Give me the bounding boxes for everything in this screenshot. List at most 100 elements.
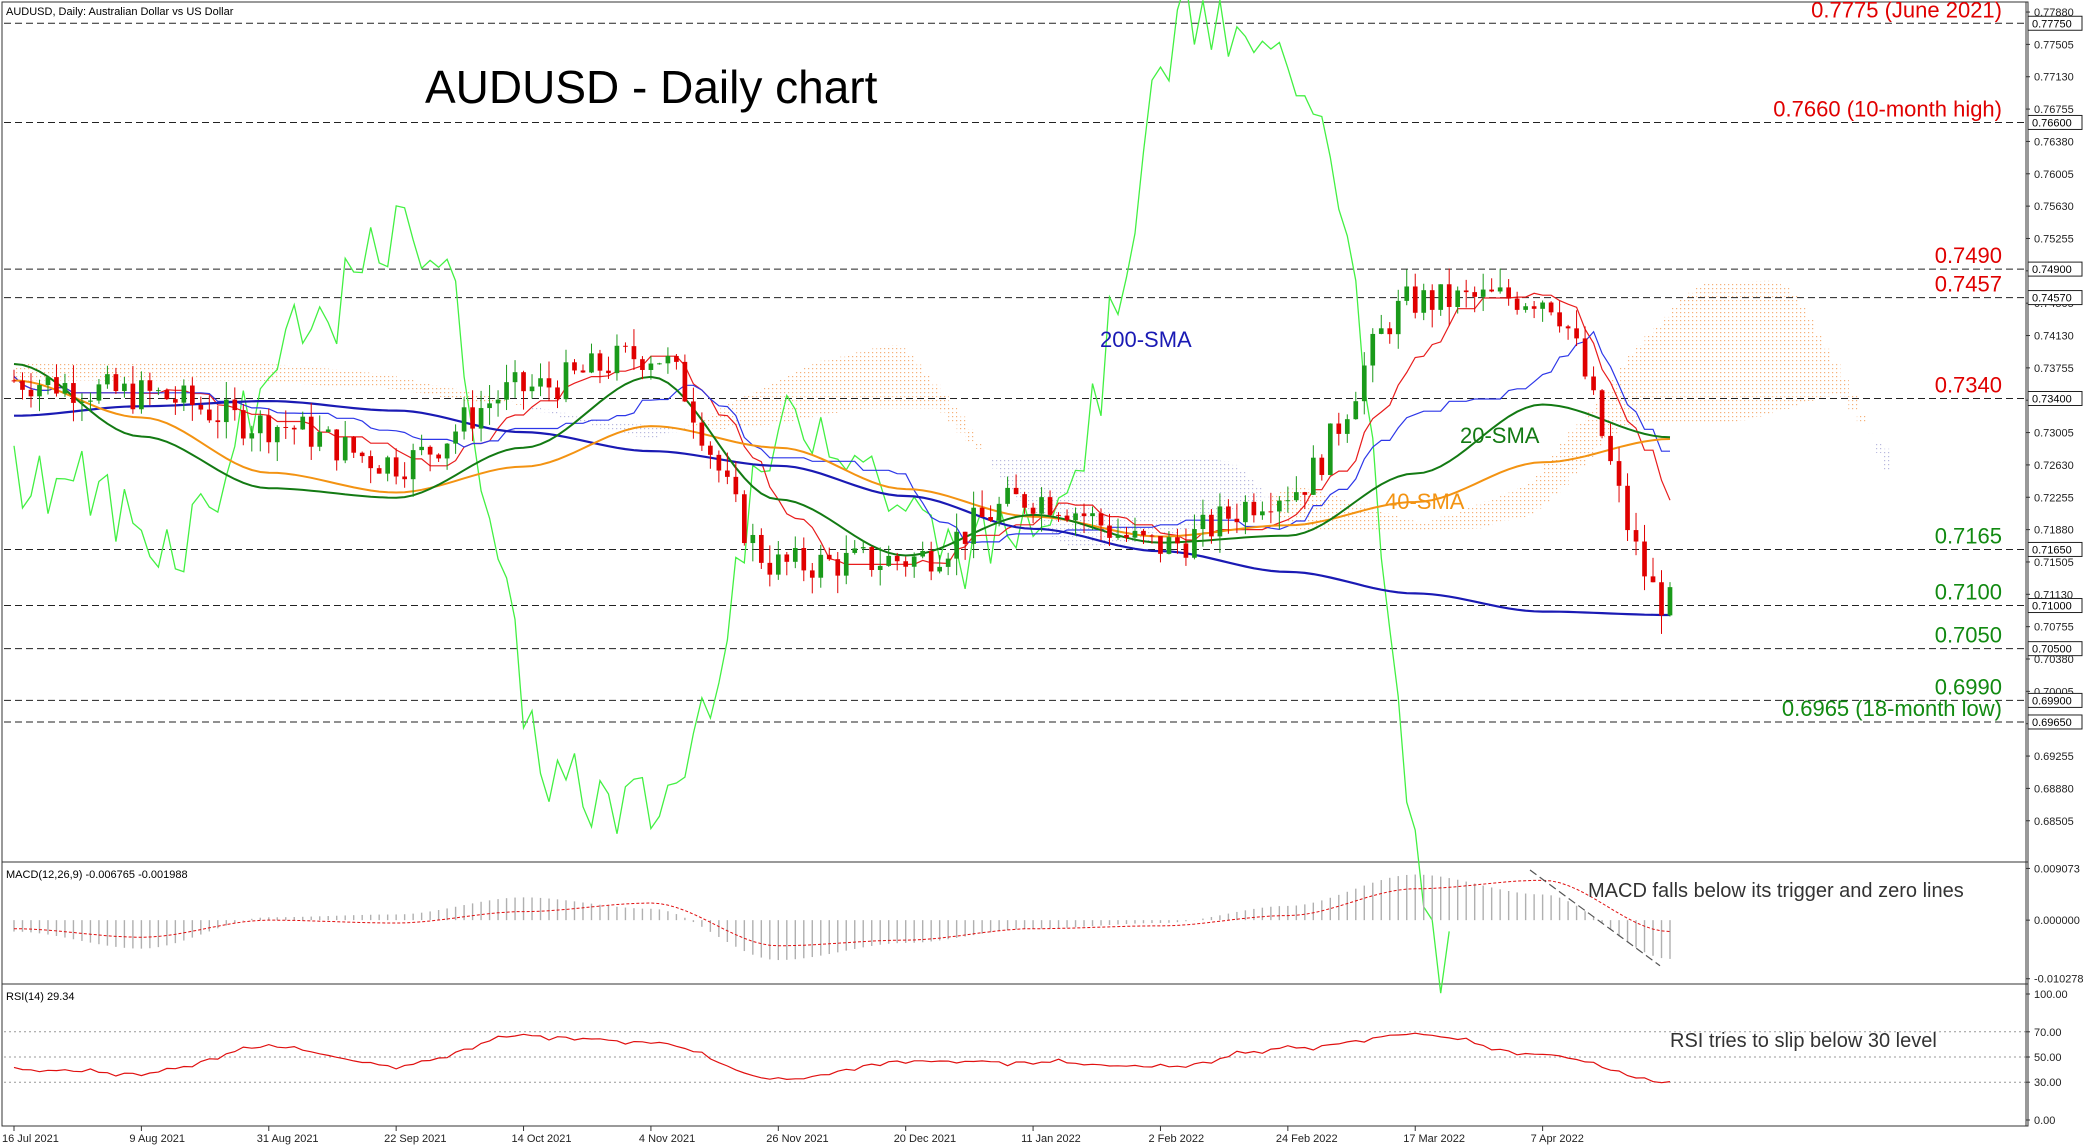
candle-body: [1523, 306, 1528, 310]
rsi-tick-label: 70.00: [2034, 1027, 2062, 1039]
cloud-segment: [64, 363, 74, 381]
candle-body: [1633, 530, 1639, 542]
kijun-line: [13, 330, 1670, 544]
cloud-segment: [684, 424, 694, 428]
cloud-segment: [1831, 364, 1841, 396]
candle-body: [173, 399, 178, 403]
candle-body: [240, 410, 246, 439]
level-label: 0.7340: [1935, 372, 2002, 397]
macd-tick-label: 0.009073: [2034, 863, 2080, 875]
cloud-segment: [566, 414, 575, 420]
cloud-segment: [379, 374, 389, 389]
cloud-segment: [132, 363, 142, 381]
candle-body: [1268, 511, 1274, 513]
cloud-segment: [1491, 497, 1501, 524]
cloud-segment: [778, 378, 788, 423]
candle-body: [597, 353, 603, 371]
cloud-segment: [1067, 459, 1077, 547]
cloud-segment: [888, 345, 898, 409]
cloud-segment: [226, 363, 236, 381]
cloud-segment: [362, 372, 372, 388]
cloud-segment: [472, 393, 482, 402]
candle-body: [113, 374, 119, 392]
candle-body: [1277, 500, 1282, 512]
cloud-segment: [820, 360, 830, 415]
cloud-segment: [370, 373, 380, 388]
cloud-segment: [1797, 306, 1807, 404]
cloud-segment: [464, 392, 474, 401]
cloud-segment: [1703, 283, 1713, 423]
cloud-segment: [1500, 494, 1510, 521]
y-tick-label: 0.73005: [2034, 428, 2074, 440]
cloud-segment: [1398, 517, 1408, 531]
candle-body: [674, 355, 679, 362]
candle-body: [606, 370, 611, 374]
cloud-segment: [973, 442, 983, 449]
cloud-segment: [1016, 459, 1026, 501]
cloud-segment: [1304, 488, 1314, 532]
candle-body: [852, 548, 858, 553]
level-label: 0.7660 (10-month high): [1773, 96, 2002, 121]
cloud-segment: [897, 348, 907, 409]
candle-body: [62, 383, 68, 394]
candle-body: [691, 401, 696, 423]
cloud-segment: [438, 386, 448, 398]
candle-body: [640, 359, 645, 370]
cloud-segment: [175, 363, 185, 381]
candle-body: [1327, 423, 1333, 475]
candle-body: [453, 431, 458, 444]
macd-tick-label: -0.010278: [2034, 974, 2084, 986]
cloud-segment: [1270, 494, 1280, 508]
cloud-segment: [1364, 507, 1374, 532]
candle-body: [979, 507, 985, 518]
y-tick-label: 0.68880: [2034, 783, 2074, 795]
candle-body: [1565, 326, 1571, 329]
cloud-segment: [1007, 459, 1017, 490]
cloud-segment: [1084, 459, 1094, 546]
candle-body: [283, 426, 289, 428]
x-tick-label: 17 Mar 2022: [1403, 1133, 1465, 1145]
ichimoku-cloud: [14, 280, 1892, 547]
candle-body: [317, 431, 323, 447]
cloud-segment: [863, 350, 873, 409]
candle-body: [1531, 306, 1537, 309]
candle-body: [1285, 500, 1291, 502]
cloud-segment: [1483, 501, 1493, 527]
cloud-segment: [1754, 281, 1764, 417]
candle-body: [1421, 290, 1427, 313]
candle-body: [1294, 492, 1299, 501]
candle-body: [122, 383, 127, 392]
y-tick-label: 0.76380: [2034, 136, 2074, 148]
cloud-segment: [209, 363, 219, 381]
cloud-segment: [115, 363, 125, 381]
candle-body: [325, 429, 331, 432]
candle-body: [733, 476, 739, 495]
cloud-segment: [1185, 459, 1195, 529]
candle-body: [1013, 487, 1019, 495]
price-tag-box: [2027, 692, 2083, 708]
price-tag-box: [2027, 598, 2083, 614]
cloud-segment: [515, 403, 525, 405]
cloud-segment: [599, 421, 609, 429]
cloud-segment: [413, 381, 423, 393]
candle-body: [962, 531, 968, 544]
candle-body: [784, 554, 790, 562]
sma20-label: 20-SMA: [1460, 423, 1540, 448]
candle-body: [1166, 537, 1172, 554]
cloud-segment: [1653, 326, 1663, 424]
candle-body: [1514, 298, 1520, 310]
cloud-segment: [948, 405, 958, 423]
candle-body: [20, 380, 25, 390]
cloud-segment: [1627, 355, 1637, 425]
price-tag-box: [2027, 390, 2083, 406]
candle-body: [1081, 513, 1087, 517]
rsi-tick-label: 50.00: [2034, 1052, 2062, 1064]
y-tick-label: 0.74130: [2034, 331, 2074, 343]
candle-body: [1455, 290, 1461, 307]
cloud-segment: [353, 371, 363, 388]
candle-body: [495, 399, 501, 404]
x-tick-label: 4 Nov 2021: [639, 1133, 695, 1145]
cloud-segment: [277, 364, 287, 383]
candle-body: [1234, 518, 1240, 523]
candle-body: [1540, 302, 1545, 309]
